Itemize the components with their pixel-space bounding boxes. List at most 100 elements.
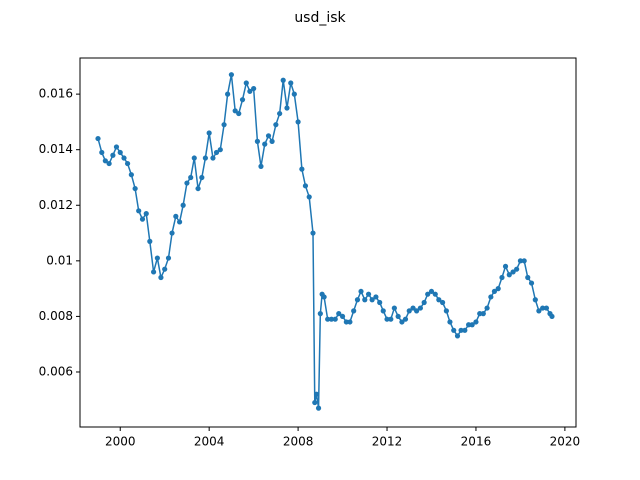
point-marker <box>165 255 172 261</box>
point-marker <box>473 319 479 325</box>
point-marker <box>428 288 435 295</box>
point-marker <box>351 308 357 314</box>
axes-frame <box>79 57 577 428</box>
point-marker <box>391 305 397 311</box>
point-marker <box>354 297 361 303</box>
point-marker <box>332 316 338 322</box>
point-marker <box>502 263 509 269</box>
point-marker <box>113 144 120 150</box>
point-marker <box>184 180 190 186</box>
point-marker <box>280 77 286 83</box>
point-marker <box>239 97 246 103</box>
point-marker <box>399 319 405 325</box>
point-marker <box>336 311 342 317</box>
point-marker <box>458 327 464 333</box>
point-marker <box>106 160 112 167</box>
point-marker <box>302 183 309 189</box>
point-marker <box>310 230 316 236</box>
x-tick-label: 2008 <box>283 435 314 449</box>
x-tick-label: 2020 <box>550 435 581 449</box>
plot-area <box>95 72 555 411</box>
point-marker <box>313 391 320 397</box>
x-tick-label: 2004 <box>194 435 225 449</box>
point-marker <box>413 308 420 314</box>
point-marker <box>247 88 253 94</box>
point-marker <box>173 213 179 219</box>
point-marker <box>299 166 305 172</box>
point-marker <box>495 286 501 292</box>
point-marker <box>217 147 223 153</box>
point-marker <box>99 149 105 156</box>
point-marker <box>369 297 375 303</box>
point-marker <box>232 108 238 114</box>
point-marker <box>147 238 153 244</box>
point-marker <box>199 174 205 181</box>
point-marker <box>162 266 168 272</box>
x-tick-label: 2016 <box>461 435 492 449</box>
point-marker <box>110 152 116 158</box>
point-marker <box>136 208 142 214</box>
point-marker <box>528 280 535 286</box>
point-marker <box>258 163 264 169</box>
point-marker <box>510 269 516 275</box>
point-marker <box>180 202 186 208</box>
point-marker <box>388 316 394 322</box>
point-marker <box>365 291 372 297</box>
point-marker <box>284 105 290 111</box>
point-marker <box>549 313 555 320</box>
point-marker <box>543 305 550 311</box>
point-marker <box>384 316 390 322</box>
point-marker <box>454 333 461 339</box>
point-marker <box>124 160 131 167</box>
point-marker <box>417 305 423 311</box>
point-marker <box>195 185 201 192</box>
point-marker <box>499 274 505 281</box>
point-marker <box>480 311 486 317</box>
point-marker <box>395 313 401 320</box>
point-marker <box>377 299 383 306</box>
point-marker <box>506 272 512 278</box>
point-marker <box>143 211 149 217</box>
point-marker <box>525 274 531 281</box>
point-marker <box>277 110 283 117</box>
point-marker <box>362 297 368 303</box>
y-tick-label: 0.006 <box>39 364 73 378</box>
point-marker <box>410 305 416 311</box>
point-marker <box>251 85 257 92</box>
point-marker <box>177 219 183 225</box>
point-marker <box>517 258 524 264</box>
y-tick-label: 0.014 <box>39 142 73 156</box>
point-marker <box>95 135 101 142</box>
point-marker <box>117 149 123 156</box>
point-marker <box>521 258 527 264</box>
point-marker <box>121 155 127 161</box>
point-marker <box>540 305 546 311</box>
point-marker <box>213 149 220 156</box>
point-marker <box>347 319 353 325</box>
point-marker <box>291 91 297 97</box>
y-tick-label: 0.012 <box>39 198 73 212</box>
point-marker <box>221 122 227 128</box>
y-tick-label: 0.016 <box>39 87 73 101</box>
point-marker <box>484 305 490 311</box>
point-marker <box>317 311 323 317</box>
point-marker <box>188 174 194 181</box>
point-marker <box>402 316 409 322</box>
x-tick-label: 2000 <box>105 435 136 449</box>
point-marker <box>262 141 268 147</box>
point-marker <box>325 316 331 322</box>
point-marker <box>228 72 235 78</box>
point-marker <box>150 269 157 275</box>
point-marker <box>477 311 483 317</box>
point-marker <box>373 294 379 300</box>
point-marker <box>225 91 231 97</box>
point-marker <box>139 216 146 222</box>
point-marker <box>312 399 318 406</box>
point-marker <box>447 319 453 325</box>
point-marker <box>154 255 160 261</box>
point-marker <box>491 288 498 295</box>
point-marker <box>536 308 542 314</box>
point-marker <box>243 80 249 86</box>
point-marker <box>169 230 175 236</box>
point-marker <box>343 319 349 325</box>
